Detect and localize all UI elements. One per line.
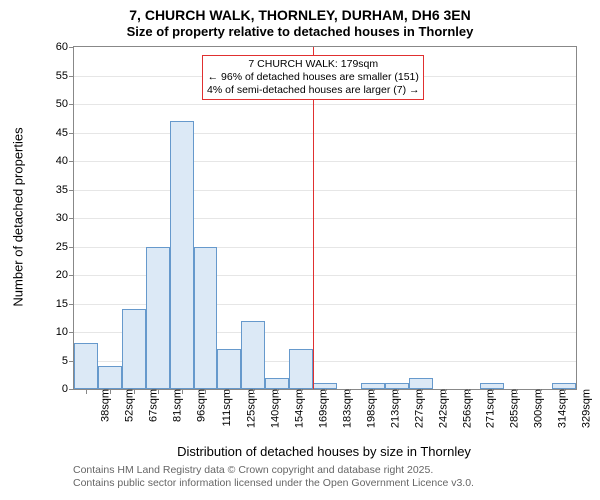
page-title: 7, CHURCH WALK, THORNLEY, DURHAM, DH6 3E… xyxy=(0,6,600,24)
x-tick-mark xyxy=(325,389,326,394)
x-tick-mark xyxy=(253,389,254,394)
x-tick-mark xyxy=(110,389,111,394)
y-tick-label: 40 xyxy=(56,155,74,167)
histogram-bar xyxy=(194,247,218,390)
x-tick-label: 38sqm xyxy=(93,389,111,422)
histogram-bar xyxy=(170,121,194,389)
gridline xyxy=(74,218,576,219)
x-tick-label: 271sqm xyxy=(479,389,497,428)
gridline xyxy=(74,104,576,105)
x-tick-mark xyxy=(564,389,565,394)
y-tick-label: 50 xyxy=(56,98,74,110)
y-tick-label: 35 xyxy=(56,184,74,196)
page-subtitle: Size of property relative to detached ho… xyxy=(0,24,600,41)
histogram-bar xyxy=(409,378,433,389)
x-axis-label: Distribution of detached houses by size … xyxy=(73,444,575,459)
x-tick-label: 227sqm xyxy=(407,389,425,428)
x-tick-label: 125sqm xyxy=(240,389,258,428)
x-tick-mark xyxy=(421,389,422,394)
x-tick-label: 285sqm xyxy=(503,389,521,428)
x-tick-label: 111sqm xyxy=(215,389,233,427)
x-tick-label: 314sqm xyxy=(551,389,569,428)
subtitle-text: Size of property relative to detached ho… xyxy=(127,24,474,39)
x-tick-mark xyxy=(349,389,350,394)
x-tick-mark xyxy=(134,389,135,394)
y-tick-label: 5 xyxy=(62,355,74,367)
y-tick-label: 10 xyxy=(56,326,74,338)
histogram-bar xyxy=(146,247,170,390)
y-tick-label: 0 xyxy=(62,383,74,395)
x-tick-label: 198sqm xyxy=(359,389,377,428)
x-tick-mark xyxy=(397,389,398,394)
x-tick-mark xyxy=(468,389,469,394)
x-tick-label: 81sqm xyxy=(165,389,183,422)
histogram-bar xyxy=(98,366,122,389)
y-axis-label-text: Number of detached properties xyxy=(11,127,26,306)
attribution-footer: Contains HM Land Registry data © Crown c… xyxy=(73,464,474,489)
x-tick-mark xyxy=(182,389,183,394)
x-tick-mark xyxy=(540,389,541,394)
x-tick-label: 213sqm xyxy=(383,389,401,428)
callout-line: 4% of semi-detached houses are larger (7… xyxy=(207,84,419,97)
x-tick-mark xyxy=(301,389,302,394)
y-tick-label: 20 xyxy=(56,269,74,281)
histogram-bar xyxy=(289,349,313,389)
plot-area: 05101520253035404550556038sqm52sqm67sqm8… xyxy=(73,46,577,390)
property-callout: 7 CHURCH WALK: 179sqm← 96% of detached h… xyxy=(202,55,424,100)
x-tick-mark xyxy=(158,389,159,394)
y-tick-label: 30 xyxy=(56,212,74,224)
x-axis-label-text: Distribution of detached houses by size … xyxy=(177,444,471,459)
footer-line-1: Contains HM Land Registry data © Crown c… xyxy=(73,464,474,477)
gridline xyxy=(74,133,576,134)
x-tick-label: 183sqm xyxy=(336,389,354,428)
x-tick-label: 256sqm xyxy=(455,389,473,428)
y-tick-label: 60 xyxy=(56,41,74,53)
x-tick-mark xyxy=(86,389,87,394)
histogram-bar xyxy=(74,343,98,389)
x-tick-label: 242sqm xyxy=(431,389,449,428)
y-tick-label: 15 xyxy=(56,298,74,310)
histogram-bar xyxy=(265,378,289,389)
histogram-bar xyxy=(122,309,146,389)
x-tick-label: 154sqm xyxy=(288,389,306,428)
x-tick-mark xyxy=(277,389,278,394)
x-tick-mark xyxy=(205,389,206,394)
callout-line: ← 96% of detached houses are smaller (15… xyxy=(207,71,419,84)
callout-line: 7 CHURCH WALK: 179sqm xyxy=(207,58,419,71)
x-tick-label: 67sqm xyxy=(141,389,159,422)
x-tick-label: 329sqm xyxy=(575,389,593,428)
y-tick-label: 55 xyxy=(56,70,74,82)
x-tick-label: 169sqm xyxy=(312,389,330,428)
chart-container: 7, CHURCH WALK, THORNLEY, DURHAM, DH6 3E… xyxy=(0,0,600,500)
y-axis-label: Number of detached properties xyxy=(11,46,26,388)
x-tick-mark xyxy=(492,389,493,394)
y-tick-label: 45 xyxy=(56,127,74,139)
histogram-bar xyxy=(217,349,241,389)
x-tick-mark xyxy=(516,389,517,394)
x-tick-label: 96sqm xyxy=(189,389,207,422)
gridline xyxy=(74,161,576,162)
x-tick-label: 52sqm xyxy=(117,389,135,422)
x-tick-mark xyxy=(373,389,374,394)
x-tick-label: 300sqm xyxy=(527,389,545,428)
y-tick-label: 25 xyxy=(56,241,74,253)
histogram-bar xyxy=(241,321,265,389)
x-tick-label: 140sqm xyxy=(264,389,282,428)
x-tick-mark xyxy=(229,389,230,394)
footer-line-2: Contains public sector information licen… xyxy=(73,477,474,490)
x-tick-mark xyxy=(445,389,446,394)
title-text: 7, CHURCH WALK, THORNLEY, DURHAM, DH6 3E… xyxy=(129,7,470,23)
gridline xyxy=(74,190,576,191)
